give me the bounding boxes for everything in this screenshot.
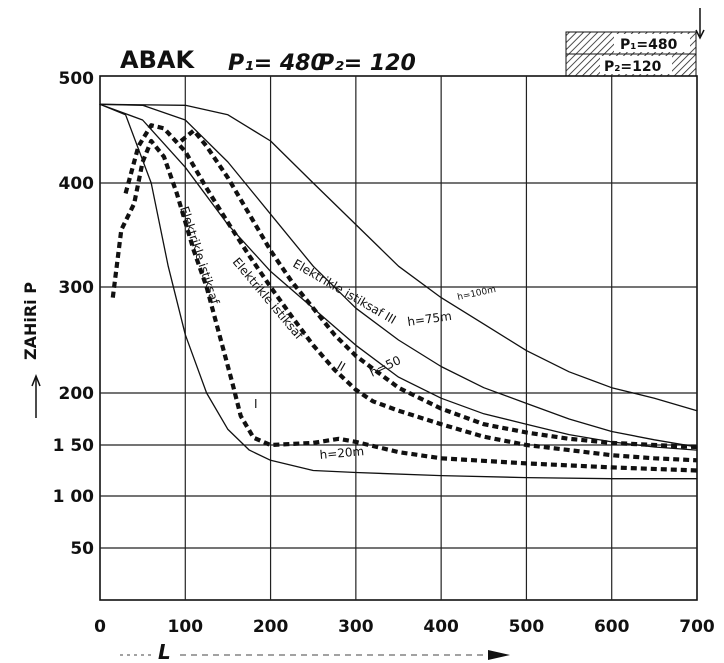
series-line [99,103,698,412]
series-line [110,138,698,473]
curve-label-h20: h=20m [319,444,365,462]
x-tick-label: 500 [509,617,545,637]
inset-p2-label: P₂=120 [604,59,662,75]
series-layer [99,103,698,480]
series-line [123,123,698,463]
y-tick-label: 1 50 [53,436,95,456]
curve-label-el1: Elektrikle istiksaf [177,205,222,307]
x-tick-label: 100 [168,617,204,637]
x-tick-label: 200 [253,617,289,637]
series-line [99,103,698,480]
x-tick-label: 400 [423,617,459,637]
curve-label-el1-num: I [254,397,258,411]
x-tick-label: 0 [94,617,106,637]
chart-title: ABAK [120,46,195,74]
title-param-p1: P₁= 480 [228,51,326,76]
series-line [99,103,698,451]
y-tick-label: 1 00 [53,487,95,507]
inset-p1-label: P₁=480 [620,37,678,53]
y-tick-label: 300 [59,278,95,298]
curve-label-h75: h=75m [406,309,452,329]
series-line [99,103,698,448]
curve-label-h100: h=100m [457,285,497,303]
y-tick-label: 400 [59,174,95,194]
y-tick-label: 200 [59,384,95,404]
x-tick-label: 300 [338,617,374,637]
x-tick-label: 700 [679,617,715,637]
x-axis-arrowhead [488,650,510,660]
y-tick-label: 500 [59,69,95,89]
title-param-p2: P₂= 120 [318,51,416,76]
layer-inset: P₁=480 P₂=120 [565,8,705,77]
x-axis-label: L [158,640,171,663]
y-tick-label: 50 [70,539,94,559]
x-tick-label: 600 [594,617,630,637]
tick-labels: 0 100 200 300 400 500 600 700 50 1 00 1 50 200 300 40… [53,69,715,637]
curve-label-el3: Elektrikle istiksaf III [291,256,399,326]
grid [99,75,698,601]
series-line [179,128,698,450]
y-axis-arrowhead [31,373,41,387]
plot-frame [99,75,698,601]
y-axis-label: ZAHiRi P [21,282,40,360]
